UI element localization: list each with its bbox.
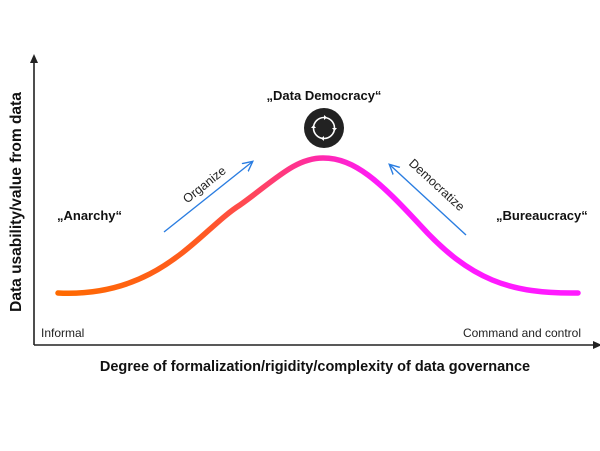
cycle-arrows-icon bbox=[304, 108, 344, 148]
organize-arrow bbox=[163, 162, 252, 233]
democratize-label: Democratize bbox=[406, 156, 467, 214]
democratize-arrow bbox=[390, 165, 467, 236]
usability-curve bbox=[55, 155, 581, 296]
left-region-label: „Anarchy“ bbox=[57, 208, 122, 223]
y-axis-label: Data usability/value from data bbox=[8, 92, 25, 312]
x-axis-min-label: Informal bbox=[41, 326, 84, 340]
right-region-label: „Bureaucracy“ bbox=[496, 208, 588, 223]
x-axis-label: Degree of formalization/rigidity/complex… bbox=[100, 359, 530, 375]
peak-label: „Data Democracy“ bbox=[267, 88, 382, 103]
x-axis-max-label: Command and control bbox=[463, 326, 581, 340]
